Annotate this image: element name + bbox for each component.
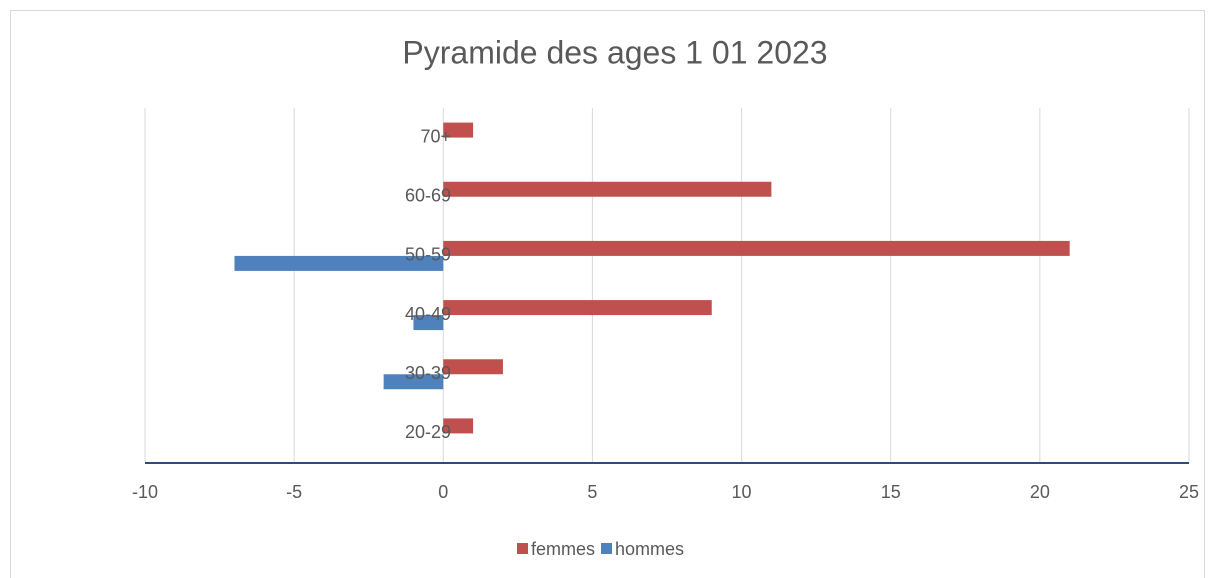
- y-tick-label: 50-59: [405, 245, 451, 265]
- y-tick-label: 20-29: [405, 422, 451, 442]
- x-tick-label: 20: [1030, 482, 1050, 502]
- bar: [443, 240, 1070, 256]
- chart-title: Pyramide des ages 1 01 2023: [402, 34, 827, 70]
- y-tick-label: 60-69: [405, 186, 451, 206]
- chart-frame: [10, 10, 1205, 578]
- bar: [234, 255, 444, 271]
- x-tick-label: 10: [732, 482, 752, 502]
- x-tick-label: -5: [286, 482, 302, 502]
- x-tick-label: 25: [1179, 482, 1199, 502]
- y-tick-label: 70+: [420, 126, 451, 146]
- x-tick-label: 0: [438, 482, 448, 502]
- legend-swatch: [517, 543, 528, 554]
- bar: [413, 315, 444, 331]
- legend-label: hommes: [615, 539, 684, 559]
- x-tick-label: 5: [587, 482, 597, 502]
- legend-swatch: [601, 543, 613, 554]
- legend-label: femmes: [531, 539, 595, 559]
- y-tick-label: 40-49: [405, 304, 451, 324]
- bar: [443, 300, 712, 316]
- bar: [443, 181, 772, 197]
- x-tick-label: -10: [132, 482, 158, 502]
- x-tick-label: 15: [881, 482, 901, 502]
- y-tick-label: 30-39: [405, 363, 451, 383]
- bar: [443, 418, 474, 434]
- bar: [443, 122, 474, 138]
- bar: [383, 374, 444, 390]
- bar: [443, 359, 503, 375]
